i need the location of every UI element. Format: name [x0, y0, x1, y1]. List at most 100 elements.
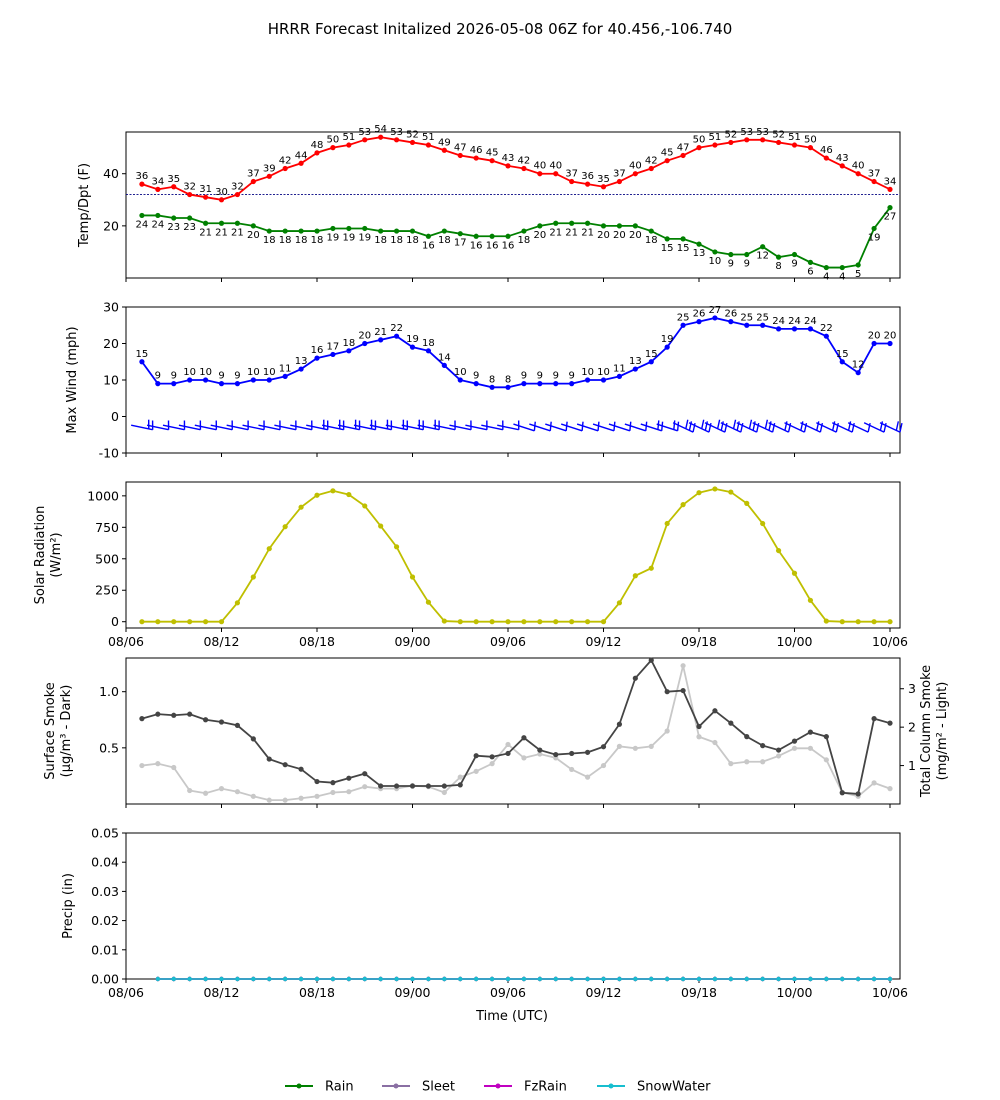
snowwater-precip-point: [203, 976, 208, 982]
solar-radiation-point: [600, 619, 607, 625]
y-tick-label: 1.0: [99, 684, 119, 699]
surface-smoke-point: [457, 782, 463, 788]
max-wind-data-label: 18: [422, 338, 435, 349]
wind-barb: [337, 419, 361, 431]
dewpoint-point: [425, 233, 432, 239]
surface-smoke-point: [362, 771, 368, 777]
wind-barb: [449, 420, 472, 431]
total-column-smoke-point: [760, 759, 766, 765]
y-tick-label: -10: [99, 446, 119, 461]
max-wind-point: [425, 348, 432, 354]
x-tick-label: 08/18: [299, 985, 335, 1000]
solar-radiation-point: [505, 619, 511, 625]
wind-barb-flag: [470, 420, 472, 430]
dewpoint-data-label: 9: [728, 259, 734, 270]
wind-barb-flag: [390, 420, 393, 430]
temperature-point: [473, 155, 479, 161]
temperature-point: [871, 178, 877, 185]
solar-radiation-point: [712, 486, 718, 492]
y-axis-label: Solar Radiation: [33, 506, 48, 605]
x-tick-label: 08/06: [108, 985, 144, 1000]
solar-radiation-point: [441, 618, 447, 624]
dewpoint-point: [584, 220, 591, 226]
total-column-smoke-point: [744, 759, 750, 765]
surface-smoke-point: [823, 734, 829, 740]
max-wind-data-label: 11: [279, 363, 292, 374]
solar-radiation-point: [362, 503, 368, 509]
max-wind-data-label: 25: [756, 312, 769, 323]
x-tick-label: 09/12: [585, 634, 621, 649]
wind-barb: [640, 420, 664, 432]
wind-barb: [178, 420, 202, 431]
dewpoint-point: [139, 212, 145, 219]
y-tick-label: 750: [95, 520, 119, 535]
max-wind-data-label: 19: [661, 334, 674, 345]
wind-barb-shaft: [146, 424, 169, 431]
wind-barb-flag: [895, 421, 900, 431]
wind-barb-flag: [899, 422, 903, 433]
max-wind-data-label: 21: [374, 327, 387, 338]
total-column-smoke-point: [600, 762, 607, 769]
temperature-point: [457, 152, 463, 159]
temperature-point: [887, 186, 893, 192]
wind-barb-shaft: [306, 424, 328, 431]
temperature-data-label: 47: [454, 142, 467, 153]
temperature-point: [632, 171, 638, 177]
surface-smoke-point: [855, 791, 861, 797]
dewpoint-data-label: 18: [406, 235, 419, 246]
wind-barb: [258, 420, 281, 431]
total-column-smoke-point: [346, 789, 352, 795]
max-wind-data-label: 24: [772, 316, 785, 327]
dewpoint-data-label: 19: [358, 232, 371, 243]
total-column-smoke-point: [139, 762, 145, 769]
wind-barb: [545, 421, 568, 432]
snowwater-precip-point: [251, 976, 256, 982]
max-wind-point: [362, 340, 368, 347]
surface-smoke-point: [298, 766, 304, 772]
solar-radiation-point: [744, 500, 750, 506]
plot-frame: [125, 832, 901, 980]
max-wind-point: [584, 377, 591, 383]
max-wind-point: [871, 340, 877, 347]
temperature-point: [298, 160, 304, 166]
wind-barb-flag: [748, 419, 753, 429]
wind-barb-flag: [835, 422, 839, 433]
max-wind-data-label: 9: [473, 371, 479, 382]
legend-swatch-marker: [608, 1083, 614, 1089]
y-tick-label: 250: [95, 583, 119, 598]
temperature-data-label: 31: [199, 184, 212, 195]
dewpoint-point: [791, 251, 798, 258]
dewpoint-point: [696, 241, 702, 247]
snowwater-precip-point: [267, 976, 272, 982]
wind-barb-flag: [358, 420, 361, 430]
wind-barb-flag: [370, 419, 373, 429]
max-wind-data-label: 20: [884, 331, 897, 342]
max-wind-point: [839, 359, 845, 365]
temperature-data-label: 40: [533, 161, 546, 172]
dewpoint-data-label: 6: [807, 266, 813, 277]
solar-radiation-point: [393, 544, 400, 550]
solar-radiation-point: [330, 488, 336, 494]
max-wind-data-label: 10: [597, 367, 610, 378]
max-wind-point: [521, 381, 527, 387]
wind-barb-shaft: [736, 422, 758, 433]
temperature-data-label: 30: [215, 187, 228, 198]
dewpoint-point: [855, 262, 861, 268]
wind-barb-shaft: [879, 422, 901, 433]
dewpoint-data-label: 16: [486, 240, 499, 251]
total-column-smoke-point: [728, 761, 734, 767]
max-wind-point: [600, 377, 607, 383]
wind-barb-flag: [295, 420, 297, 430]
dewpoint-point: [250, 223, 256, 229]
total-column-smoke-point: [807, 745, 814, 751]
temperature-point: [855, 171, 861, 177]
total-column-smoke-point: [712, 739, 718, 746]
dewpoint-data-label: 20: [247, 230, 260, 241]
max-wind-point: [664, 344, 670, 350]
wind-barb-shaft: [831, 422, 853, 433]
y-right-axis-label: Total Column Smoke: [919, 665, 934, 798]
temperature-point: [218, 197, 225, 203]
max-wind-data-label: 9: [155, 371, 161, 382]
temperature-point: [823, 155, 829, 161]
